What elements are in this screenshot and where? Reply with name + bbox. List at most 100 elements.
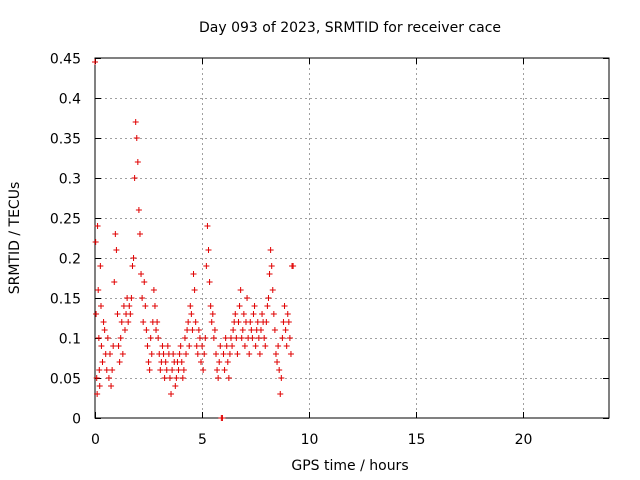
data-point <box>266 271 273 277</box>
data-point <box>108 383 115 389</box>
data-point <box>190 271 197 277</box>
data-point <box>166 375 173 381</box>
data-point <box>251 303 258 309</box>
data-point <box>113 247 120 253</box>
data-point <box>120 303 127 309</box>
data-point <box>204 223 211 229</box>
x-tick-label: 0 <box>91 432 100 448</box>
data-point <box>193 343 200 349</box>
data-point <box>263 319 270 325</box>
data-point <box>116 359 123 365</box>
data-point <box>274 359 281 365</box>
data-point <box>180 367 187 373</box>
axis-ticks: 0 5 10 15 20 0 0.05 0.1 0.15 0.2 0.25 0.3 0.35 0.4 0.4… <box>50 52 609 448</box>
data-point <box>186 343 193 349</box>
data-point <box>104 335 111 341</box>
data-point <box>268 263 275 269</box>
data-point <box>267 247 274 253</box>
data-point <box>287 351 294 357</box>
data-point <box>210 335 217 341</box>
data-point <box>241 343 248 349</box>
data-point <box>265 295 272 301</box>
data-point <box>154 319 161 325</box>
data-point <box>269 287 276 293</box>
data-point <box>140 319 147 325</box>
data-point <box>129 263 136 269</box>
data-point <box>157 367 164 373</box>
y-tick-label: 0.3 <box>59 172 81 188</box>
data-point <box>179 375 186 381</box>
data-point <box>128 295 135 301</box>
data-point <box>151 303 158 309</box>
data-point <box>232 311 239 317</box>
data-point <box>110 343 117 349</box>
data-point <box>144 343 151 349</box>
data-point <box>150 287 157 293</box>
data-point <box>96 367 103 373</box>
gridlines <box>95 58 609 418</box>
data-point <box>98 343 105 349</box>
data-point <box>225 375 232 381</box>
data-point <box>96 383 103 389</box>
data-point <box>176 351 183 357</box>
data-point <box>249 335 256 341</box>
y-tick-label: 0.4 <box>59 92 81 108</box>
data-point <box>248 327 255 333</box>
data-point <box>236 303 243 309</box>
x-tick-label: 20 <box>515 432 533 448</box>
data-point <box>153 327 160 333</box>
data-point <box>183 351 190 357</box>
data-point <box>276 367 283 373</box>
data-point <box>112 231 119 237</box>
data-point <box>155 335 162 341</box>
data-point <box>132 119 139 125</box>
data-point <box>219 415 226 421</box>
data-point <box>205 247 212 253</box>
data-point <box>103 367 110 373</box>
data-point <box>109 367 116 373</box>
data-point <box>290 263 297 269</box>
data-point <box>208 319 215 325</box>
data-point <box>217 343 224 349</box>
data-point <box>189 327 196 333</box>
data-point <box>159 343 166 349</box>
data-point <box>100 319 107 325</box>
data-point <box>134 159 141 165</box>
data-point <box>270 311 277 317</box>
data-point <box>275 343 282 349</box>
data-point <box>99 359 106 365</box>
data-point <box>283 343 290 349</box>
data-point <box>278 375 285 381</box>
data-point <box>188 311 195 317</box>
data-point <box>92 239 99 245</box>
y-tick-label: 0.2 <box>59 252 81 268</box>
data-point <box>95 335 102 341</box>
data-point <box>118 319 125 325</box>
data-point <box>199 343 206 349</box>
data-point <box>177 343 184 349</box>
data-point <box>207 303 214 309</box>
data-point <box>250 311 257 317</box>
data-point <box>162 359 169 365</box>
data-point <box>256 351 263 357</box>
data-point <box>206 279 213 285</box>
data-point <box>163 367 170 373</box>
data-point <box>133 135 140 141</box>
data-point <box>238 335 245 341</box>
data-point <box>233 335 240 341</box>
data-point <box>173 375 180 381</box>
data-point <box>127 311 134 317</box>
data-point <box>198 359 205 365</box>
data-point <box>161 375 168 381</box>
data-point <box>184 327 191 333</box>
y-tick-label: 0 <box>72 412 81 428</box>
data-point <box>115 343 122 349</box>
x-tick-label: 15 <box>408 432 426 448</box>
data-point <box>178 359 185 365</box>
data-point <box>117 335 124 341</box>
data-point <box>135 207 142 213</box>
data-point <box>277 391 284 397</box>
data-point <box>201 351 208 357</box>
y-tick-label: 0.1 <box>59 332 81 348</box>
